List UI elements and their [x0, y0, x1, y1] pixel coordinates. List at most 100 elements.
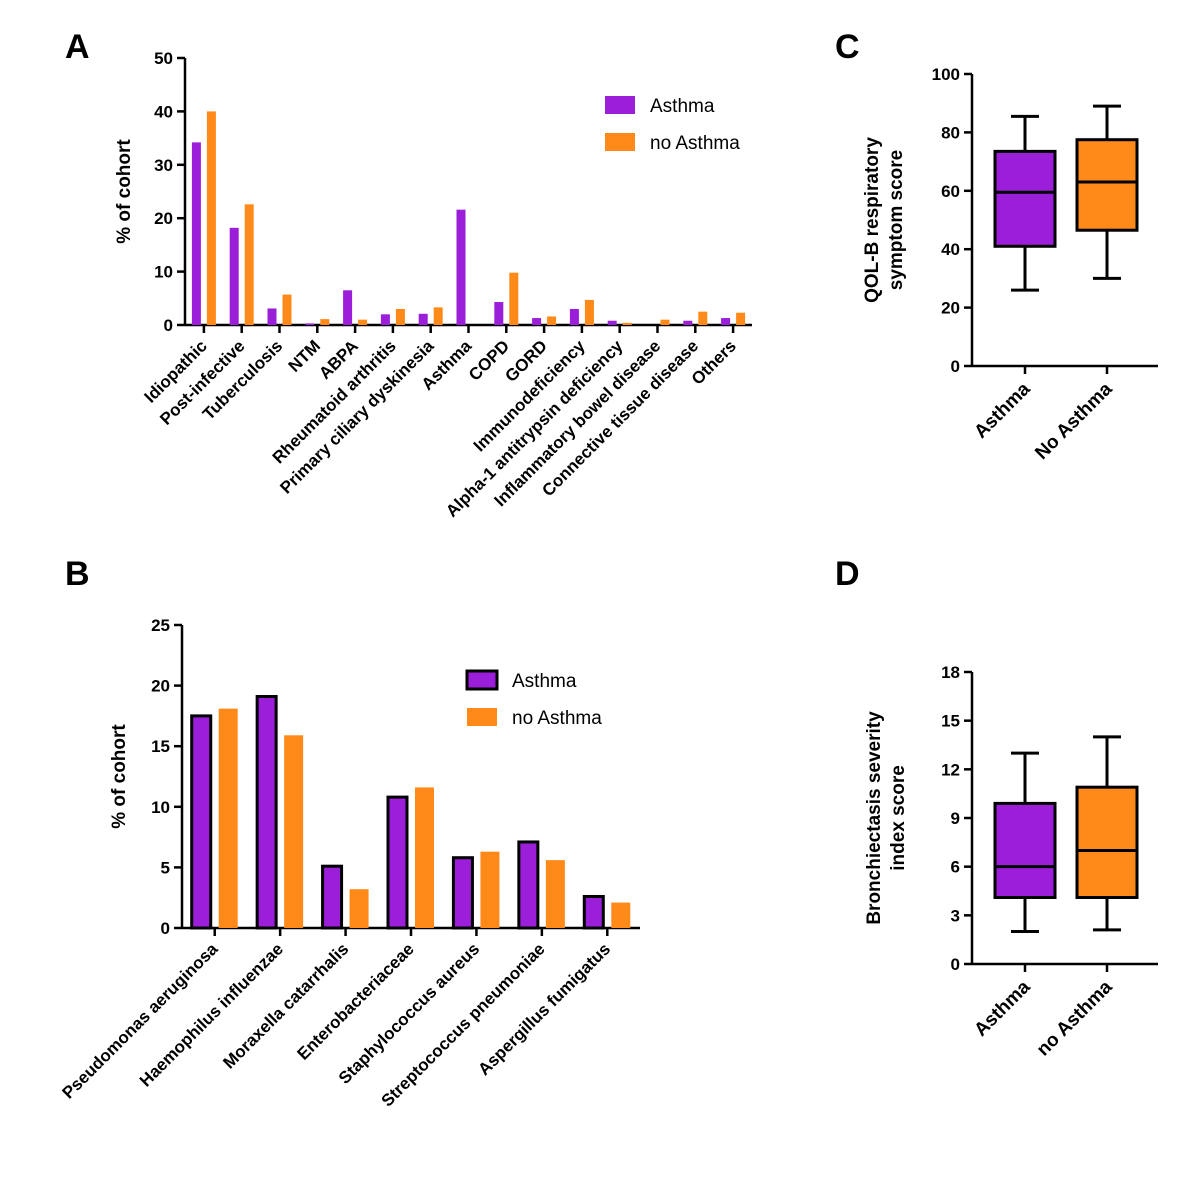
y-tick-label: 6 [951, 858, 960, 877]
y-tick-label: 60 [941, 182, 960, 201]
y-tick-label: 10 [154, 263, 173, 282]
bar-no-asthma [282, 294, 292, 325]
bar-asthma [267, 308, 277, 325]
bar-asthma [343, 290, 353, 325]
legend-swatch-no-asthma [467, 708, 497, 726]
bar-asthma [517, 840, 540, 930]
category-label: Moraxella catarrhalis [219, 939, 352, 1072]
bar-no-asthma [206, 111, 216, 326]
bar-asthma [494, 302, 504, 325]
bar-no-asthma [358, 319, 368, 325]
bar-asthma [451, 856, 474, 930]
bar-asthma [569, 308, 579, 325]
bar-asthma [418, 313, 428, 325]
y-axis-label: symptom score [886, 150, 907, 290]
y-tick-label: 40 [154, 102, 173, 121]
category-label: no Asthma [1033, 976, 1117, 1060]
y-tick-label: 9 [951, 809, 960, 828]
panel-c-box-plot: C 0 20 40 60 80 100 QOL-B respiratory symptom sc… [835, 28, 1158, 464]
y-tick-label: 50 [154, 49, 173, 68]
box-no-asthma [1075, 138, 1139, 232]
bar-no-asthma [480, 851, 500, 928]
bar-no-asthma [509, 272, 519, 325]
legend-swatch-asthma [465, 669, 499, 691]
y-tick-label: 20 [154, 209, 173, 228]
legend-swatch-no-asthma [605, 133, 635, 151]
bar-no-asthma [698, 311, 708, 325]
bar-no-asthma [547, 316, 557, 325]
bar-no-asthma [545, 860, 565, 928]
bar-asthma [456, 209, 466, 325]
bar-no-asthma [320, 319, 330, 325]
bar-asthma [255, 695, 278, 930]
legend-label: no Asthma [650, 133, 740, 154]
bar-asthma [582, 894, 605, 930]
category-label: Asthma [970, 378, 1034, 442]
y-axis-label: % of cohort [109, 724, 130, 829]
bar-asthma [380, 314, 390, 325]
bar-no-asthma [218, 708, 238, 928]
y-tick-label: 0 [951, 357, 960, 376]
category-label: Aspergillus fumigatus [474, 939, 614, 1079]
category-label: Enterobacteriaceae [293, 939, 417, 1063]
y-tick-label: 40 [941, 240, 960, 259]
bar-no-asthma [284, 735, 304, 928]
bar-no-asthma [244, 204, 254, 325]
y-tick-label: 0 [951, 955, 960, 974]
y-tick-label: 100 [932, 65, 960, 84]
bar-asthma [191, 142, 201, 325]
bar-no-asthma [622, 322, 632, 325]
bar-asthma [190, 714, 213, 930]
bar-no-asthma [611, 902, 631, 928]
category-label: No Asthma [1031, 378, 1117, 464]
y-tick-label: 25 [151, 616, 170, 635]
panel-letter: D [835, 555, 860, 593]
y-tick-label: 20 [941, 299, 960, 318]
bar-asthma [532, 318, 542, 325]
y-tick-label: 0 [161, 919, 170, 938]
y-tick-label: 15 [151, 737, 170, 756]
panel-letter: B [65, 555, 90, 593]
bar-asthma [683, 320, 693, 325]
panel-letter: C [835, 28, 860, 66]
bar-asthma [607, 320, 617, 325]
y-tick-label: 18 [941, 663, 960, 682]
legend-label: Asthma [650, 96, 715, 117]
bar-asthma [229, 227, 239, 325]
bar-no-asthma [349, 889, 369, 928]
y-axis-label: % of cohort [114, 139, 135, 244]
legend-label: Asthma [512, 671, 577, 692]
bar-asthma [721, 318, 731, 325]
bar-no-asthma [415, 787, 434, 928]
bar-no-asthma [584, 299, 594, 325]
legend-swatch-asthma [605, 96, 635, 114]
y-tick-label: 12 [941, 760, 960, 779]
category-label: Asthma [970, 976, 1034, 1040]
y-axis-label: QOL-B respiratory [862, 137, 883, 303]
bar-asthma [321, 864, 344, 930]
y-tick-label: 0 [164, 316, 173, 335]
y-tick-label: 5 [161, 858, 170, 877]
y-tick-label: 80 [941, 123, 960, 142]
box-no-asthma [1075, 785, 1139, 899]
panel-letter: A [65, 28, 90, 66]
bar-no-asthma [433, 307, 443, 325]
bar-no-asthma [736, 312, 746, 325]
box-asthma [993, 149, 1057, 248]
y-tick-label: 30 [154, 156, 173, 175]
y-axis-label: index score [888, 765, 909, 871]
panel-d-box-plot: D 0 3 6 9 12 15 18 Bronchiectasis severity index … [835, 555, 1158, 1060]
bar-asthma [386, 795, 409, 930]
y-tick-label: 20 [151, 677, 170, 696]
bar-no-asthma [660, 319, 670, 325]
legend-label: no Asthma [512, 708, 602, 729]
bar-no-asthma [395, 308, 405, 325]
y-tick-label: 10 [151, 798, 170, 817]
bar-asthma [305, 323, 315, 325]
box-asthma [993, 801, 1057, 899]
y-tick-label: 15 [941, 712, 960, 731]
y-axis-label: Bronchiectasis severity [864, 711, 885, 925]
